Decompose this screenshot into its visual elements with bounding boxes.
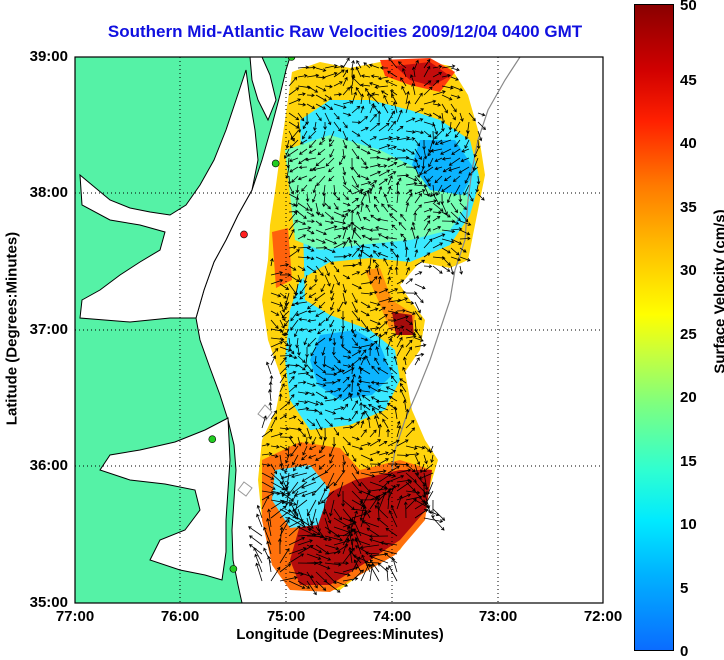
x-tick-74: 74:00 (362, 608, 422, 625)
station-marker (209, 436, 216, 443)
colorbar-tick-45: 45 (680, 72, 697, 89)
colorbar-tick-0: 0 (680, 643, 688, 660)
y-tick-36: 36:00 (4, 457, 68, 474)
y-tick-38: 38:00 (4, 184, 68, 201)
colorbar-tick-50: 50 (680, 0, 697, 14)
colorbar-tick-20: 20 (680, 389, 697, 406)
x-tick-72: 72:00 (573, 608, 633, 625)
colorbar-tick-5: 5 (680, 580, 688, 597)
station-marker (240, 231, 247, 238)
colorbar (634, 4, 674, 651)
x-tick-75: 75:00 (256, 608, 316, 625)
station-marker (230, 565, 237, 572)
colorbar-tick-30: 30 (680, 262, 697, 279)
station-marker (272, 160, 279, 167)
colorbar-tick-40: 40 (680, 135, 697, 152)
colorbar-label: Surface Velocity (cm/s) (712, 172, 724, 412)
x-tick-76: 76:00 (150, 608, 210, 625)
colorbar-tick-25: 25 (680, 326, 697, 343)
y-tick-39: 39:00 (4, 48, 68, 65)
colorbar-tick-35: 35 (680, 199, 697, 216)
y-axis-label: Latitude (Degrees:Minutes) (4, 209, 21, 449)
colorbar-tick-10: 10 (680, 516, 697, 533)
x-axis-label: Longitude (Degrees:Minutes) (140, 626, 540, 643)
colorbar-tick-15: 15 (680, 453, 697, 470)
x-tick-77: 77:00 (45, 608, 105, 625)
x-tick-73: 73:00 (468, 608, 528, 625)
